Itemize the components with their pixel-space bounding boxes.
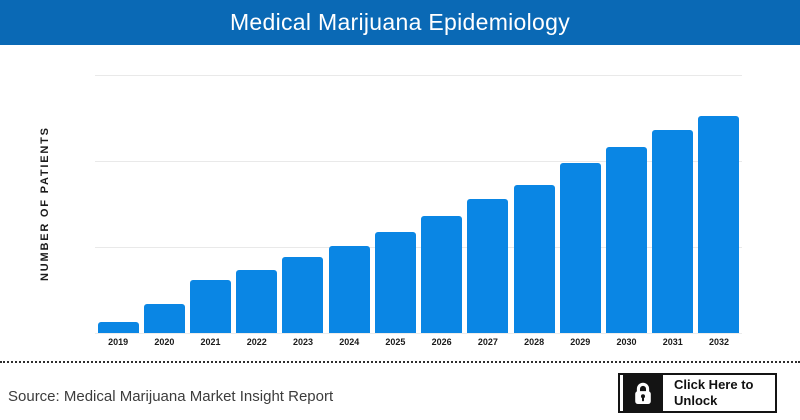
bar-column <box>234 75 280 333</box>
x-tick-label: 2031 <box>662 337 683 347</box>
bar-column <box>280 75 326 333</box>
bar-2021 <box>190 280 232 333</box>
bar-column <box>696 75 742 333</box>
bar-2025 <box>374 232 416 333</box>
y-axis-label: NUMBER OF PATIENTS <box>39 126 51 282</box>
bar-column <box>465 75 511 333</box>
bar-2032 <box>698 116 740 333</box>
bar-column <box>650 75 696 333</box>
x-tick-label: 2029 <box>570 337 591 347</box>
unlock-label-line2: Unlock <box>674 393 718 408</box>
unlock-button-label: Click Here to Unlock <box>663 375 775 411</box>
header-banner: Medical Marijuana Epidemiology <box>0 0 800 45</box>
bar-column <box>511 75 557 333</box>
x-axis-labels: 2019 2020 2021 2022 2023 2024 2025 2026 2027 2028… <box>95 337 742 347</box>
bar-2022 <box>236 270 278 333</box>
bars <box>95 75 742 333</box>
x-tick-label: 2021 <box>200 337 221 347</box>
bar-column <box>557 75 603 333</box>
x-tick-label: 2022 <box>246 337 267 347</box>
chart-plot <box>95 75 742 334</box>
bar-column <box>187 75 233 333</box>
x-tick-label: 2025 <box>385 337 406 347</box>
x-tick-label: 2026 <box>431 337 452 347</box>
bar-column <box>372 75 418 333</box>
unlock-label-line1: Click Here to <box>674 377 754 392</box>
x-tick-label: 2023 <box>292 337 313 347</box>
dotted-divider <box>0 361 800 363</box>
x-tick-label: 2020 <box>154 337 175 347</box>
bar-column <box>141 75 187 333</box>
bar-column <box>326 75 372 333</box>
bar-2030 <box>606 146 648 333</box>
page-title: Medical Marijuana Epidemiology <box>229 9 571 35</box>
bar-2027 <box>467 198 509 333</box>
x-tick-label: 2024 <box>339 337 360 347</box>
bar-column <box>419 75 465 333</box>
x-tick-label: 2028 <box>524 337 545 347</box>
unlock-button-gap <box>620 375 623 411</box>
bar-column <box>603 75 649 333</box>
x-tick-label: 2032 <box>708 337 729 347</box>
x-tick-label: 2030 <box>616 337 637 347</box>
bar-2020 <box>143 304 185 333</box>
x-tick-label: 2027 <box>477 337 498 347</box>
bar-2024 <box>328 246 370 333</box>
bar-2023 <box>282 256 324 333</box>
bar-2026 <box>421 215 463 333</box>
bar-2031 <box>652 129 694 333</box>
source-text: Source: Medical Marijuana Market Insight… <box>8 388 334 405</box>
bar-2019 <box>97 321 139 333</box>
lock-icon <box>623 375 663 411</box>
x-tick-label: 2019 <box>108 337 129 347</box>
bar-column <box>95 75 141 333</box>
bar-2029 <box>559 163 601 333</box>
unlock-button[interactable]: Click Here to Unlock <box>618 373 777 413</box>
bar-2028 <box>513 184 555 333</box>
